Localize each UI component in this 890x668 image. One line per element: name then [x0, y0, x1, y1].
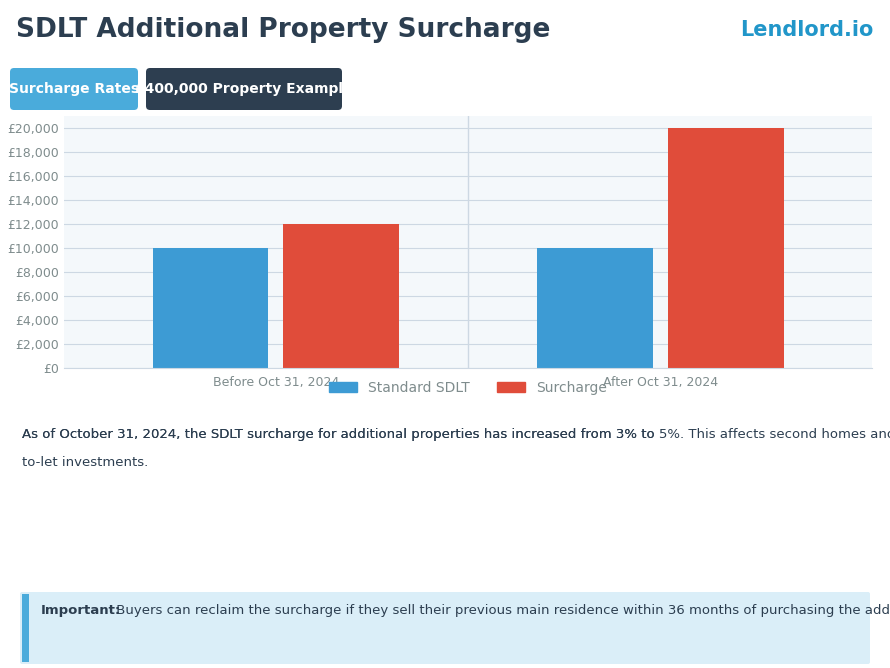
Text: Surcharge Rates: Surcharge Rates	[9, 82, 139, 96]
Text: As of October 31, 2024, the SDLT surcharge for additional properties has increas: As of October 31, 2024, the SDLT surchar…	[22, 428, 890, 441]
Bar	[152, 248, 268, 368]
Bar	[22, 594, 28, 662]
Text: Buyers can reclaim the surcharge if they sell their previous main residence with: Buyers can reclaim the surcharge if they…	[112, 604, 890, 617]
FancyBboxPatch shape	[10, 68, 138, 110]
Text: As of October 31, 2024, the SDLT surcharge for additional properties has increas: As of October 31, 2024, the SDLT surchar…	[22, 428, 659, 441]
Bar	[283, 224, 399, 368]
Text: to-let investments.: to-let investments.	[22, 456, 149, 469]
Bar	[538, 248, 653, 368]
FancyBboxPatch shape	[146, 68, 342, 110]
Text: SDLT Additional Property Surcharge: SDLT Additional Property Surcharge	[16, 17, 550, 43]
Legend: Standard SDLT, Surcharge: Standard SDLT, Surcharge	[323, 375, 613, 400]
Text: Important:: Important:	[41, 604, 121, 617]
Text: £400,000 Property Example: £400,000 Property Example	[135, 82, 352, 96]
Text: Lendlord.io: Lendlord.io	[740, 20, 874, 40]
Bar	[668, 128, 784, 368]
FancyBboxPatch shape	[20, 592, 870, 664]
